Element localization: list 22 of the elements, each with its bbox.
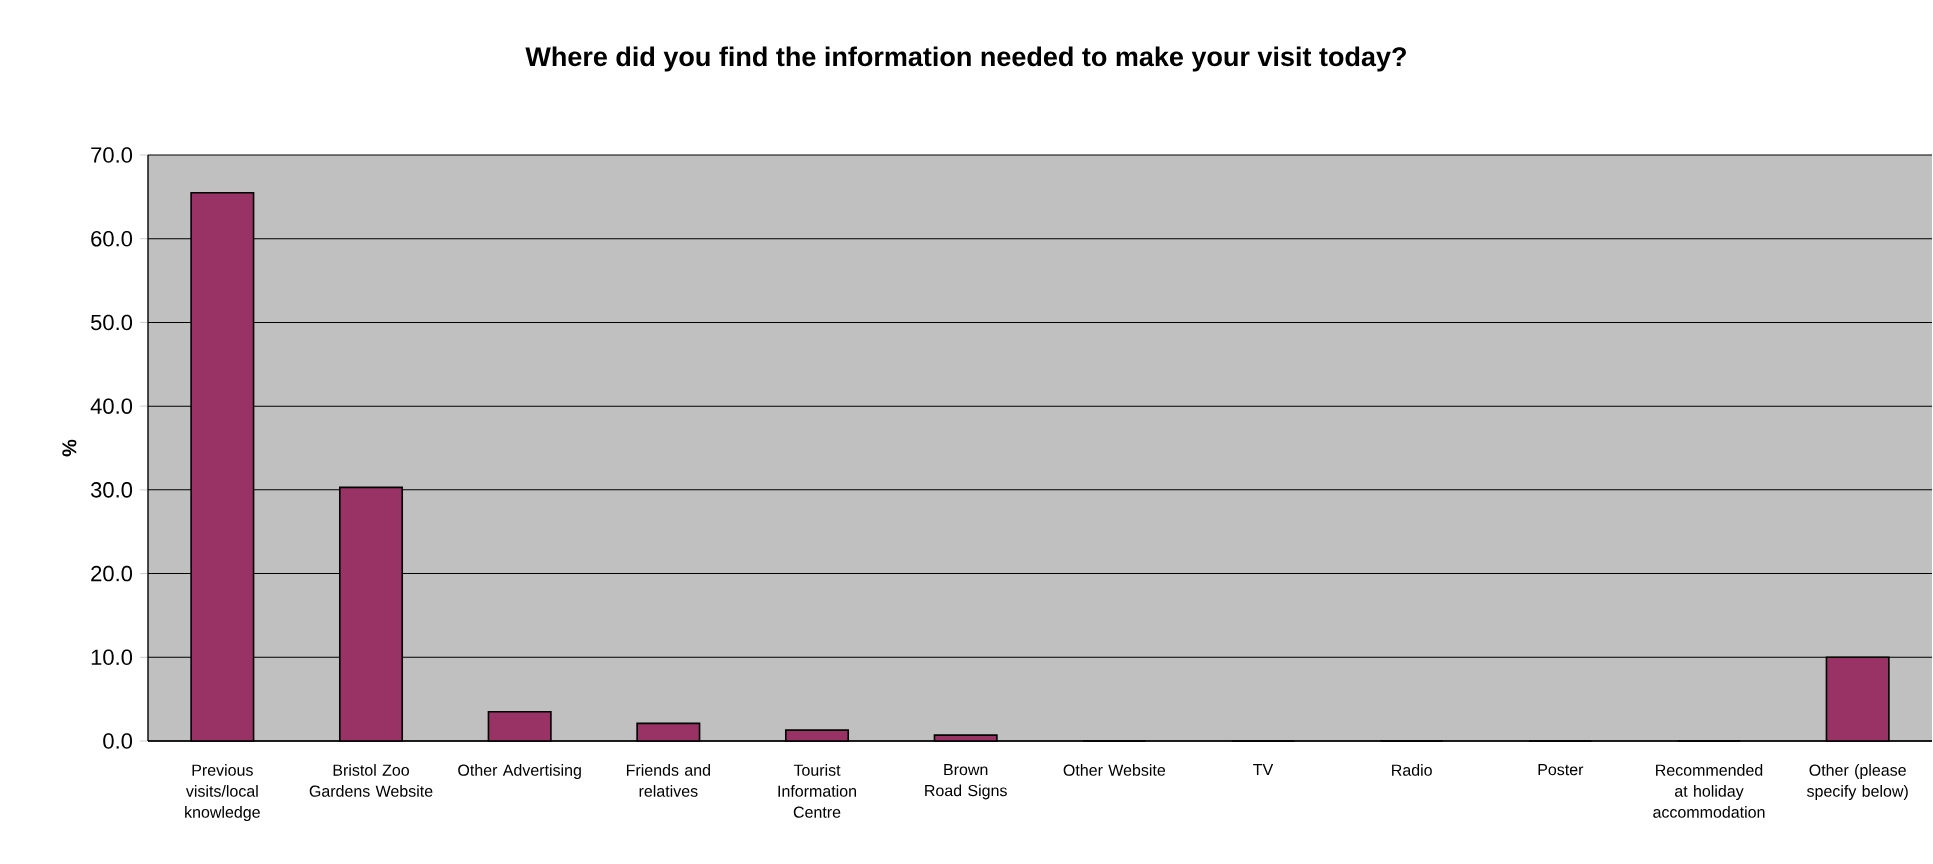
y-tick-label: 50.0 <box>91 314 133 331</box>
x-tick-label: Bristol Zoo Gardens Website <box>309 764 433 797</box>
y-tick-label: 20.0 <box>91 565 133 582</box>
x-tick-label: Other (please specify below) <box>1806 764 1908 800</box>
y-tick-label: 40.0 <box>90 398 133 414</box>
y-tick-label: 0.0 <box>103 733 133 749</box>
x-tick-label: Other Advertising <box>458 764 581 779</box>
x-tick-label: Tourist Information Centre <box>778 764 856 818</box>
x-tick-label: TV <box>1253 764 1274 776</box>
x-tick-label: Poster <box>1538 764 1584 776</box>
y-tick-label: 70.0 <box>91 147 133 163</box>
x-tick-label: Friends and relatives <box>626 764 710 797</box>
x-tick-label: Radio <box>1392 764 1432 776</box>
chart-title: Where did you find the information needed to make your visit today? <box>525 46 1406 72</box>
y-tick-label: 30.0 <box>90 482 133 498</box>
x-tick-label: Other Website <box>1063 764 1166 776</box>
x-tick-label: Recommended at holiday accommodation <box>1653 764 1765 818</box>
y-tick-label: 10.0 <box>91 649 133 666</box>
y-tick-label: 60.0 <box>91 230 133 247</box>
x-tick-label: Previous visits/local knowledge <box>185 764 260 821</box>
y-axis-title: % <box>62 439 77 457</box>
x-tick-label: Brown Road Signs <box>925 764 1007 800</box>
